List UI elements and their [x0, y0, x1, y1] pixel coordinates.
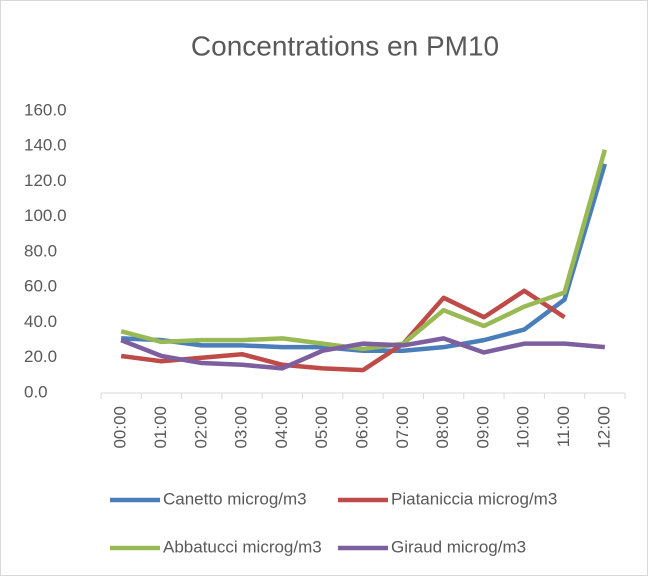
series-line [120, 336, 606, 371]
x-tick-label: 04:00 [272, 406, 291, 449]
legend-label: Canetto microg/m3 [163, 489, 307, 508]
y-tick-label: 120.0 [24, 171, 67, 190]
x-tick-label: 06:00 [352, 406, 371, 449]
x-tick-label: 09:00 [473, 406, 492, 449]
y-tick-label: 20.0 [24, 347, 57, 366]
series-line [120, 149, 608, 352]
x-tick-label: 12:00 [594, 406, 613, 449]
y-tick-label: 160.0 [24, 100, 67, 119]
x-tick-label: 05:00 [312, 406, 331, 449]
y-tick-label: 100.0 [24, 206, 67, 225]
y-tick-label: 0.0 [24, 382, 48, 401]
x-tick-label: 08:00 [433, 406, 452, 449]
y-tick-label: 40.0 [24, 312, 57, 331]
x-tick-label: 01:00 [151, 406, 170, 449]
legend-label: Piataniccia microg/m3 [391, 489, 557, 508]
y-tick-label: 60.0 [24, 277, 57, 296]
x-tick-label: 00:00 [111, 406, 130, 449]
x-tick-label: 10:00 [514, 406, 533, 449]
x-tick-label: 03:00 [232, 406, 251, 449]
y-tick-label: 140.0 [24, 136, 67, 155]
series-line [120, 288, 566, 373]
legend-label: Abbatucci microg/m3 [163, 537, 322, 556]
y-tick-label: 80.0 [24, 241, 57, 260]
x-tick-label: 07:00 [393, 406, 412, 449]
legend-label: Giraud microg/m3 [391, 537, 526, 556]
chart-title: Concentrations en PM10 [191, 30, 499, 61]
x-tick-label: 02:00 [191, 406, 210, 449]
x-tick-label: 11:00 [554, 406, 573, 447]
